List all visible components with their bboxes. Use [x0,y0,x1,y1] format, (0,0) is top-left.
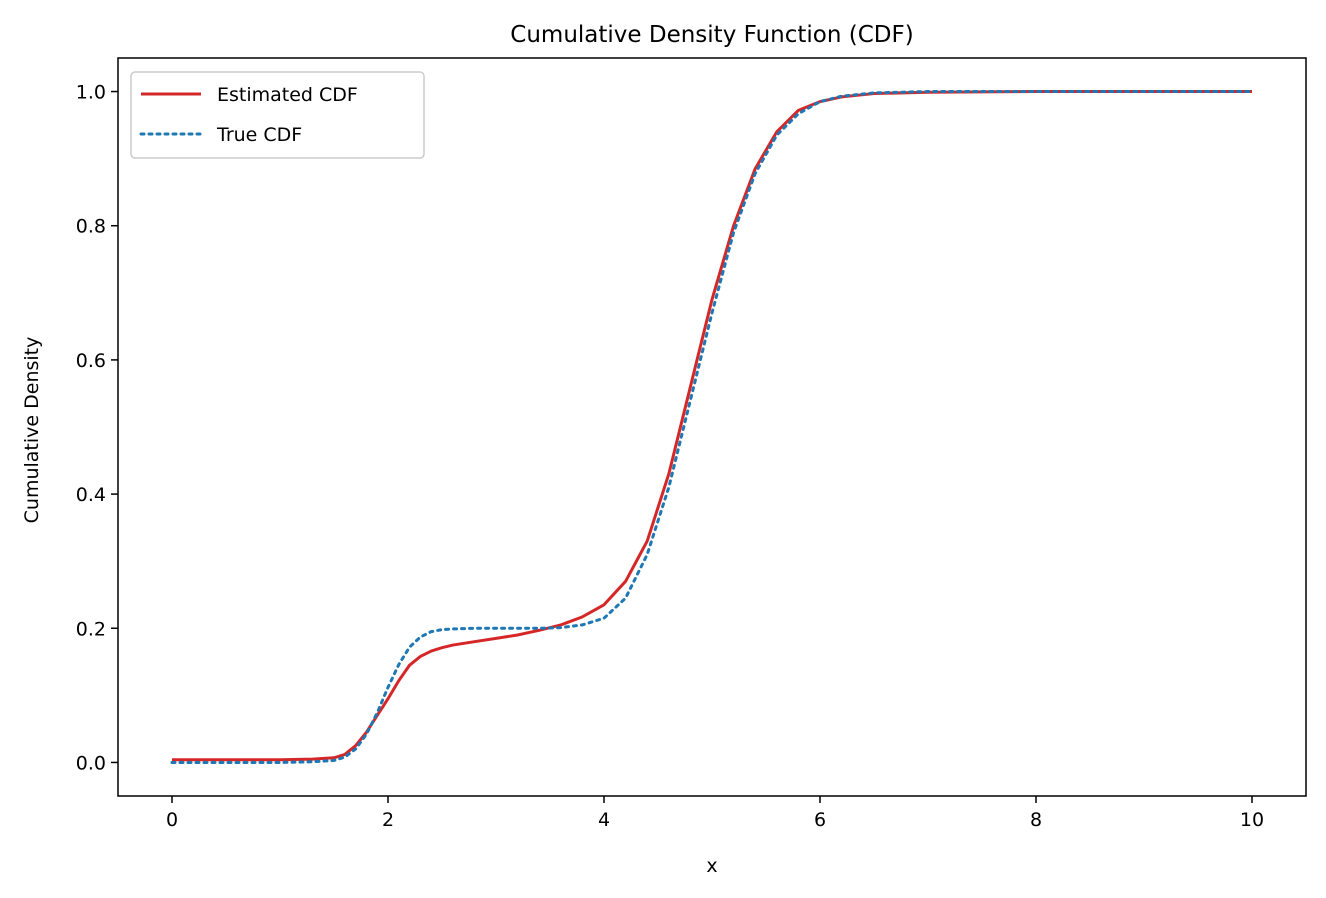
y-tick-label: 1.0 [76,82,106,104]
ticks-layer: 0 2 4 6 8 10 0.0 0.2 0.4 0.6 0.8 1.0 [76,82,1264,831]
y-tick-label: 0.0 [76,752,106,774]
y-tick-label: 0.2 [76,618,106,640]
y-tick-label: 0.4 [76,484,106,506]
x-tick-label: 4 [598,809,610,831]
x-tick-label: 2 [382,809,394,831]
x-axis-label: x [706,855,717,877]
x-tick-label: 8 [1030,809,1042,831]
x-tick-label: 6 [814,809,826,831]
x-tick-label: 10 [1240,809,1264,831]
series-line-true-cdf [170,90,1254,764]
legend-label: Estimated CDF [217,84,358,106]
x-tick-label: 0 [166,809,178,831]
plot-frame [117,57,1307,797]
series-layer [170,90,1254,764]
y-tick-label: 0.8 [76,216,106,238]
series-line-estimated-cdf [172,90,1252,762]
chart-title: Cumulative Density Function (CDF) [510,22,913,48]
legend: Estimated CDF True CDF [130,71,425,159]
y-tick-label: 0.6 [76,350,106,372]
y-axis-label: Cumulative Density [21,337,43,524]
legend-box [130,71,425,159]
legend-label: True CDF [216,124,302,146]
